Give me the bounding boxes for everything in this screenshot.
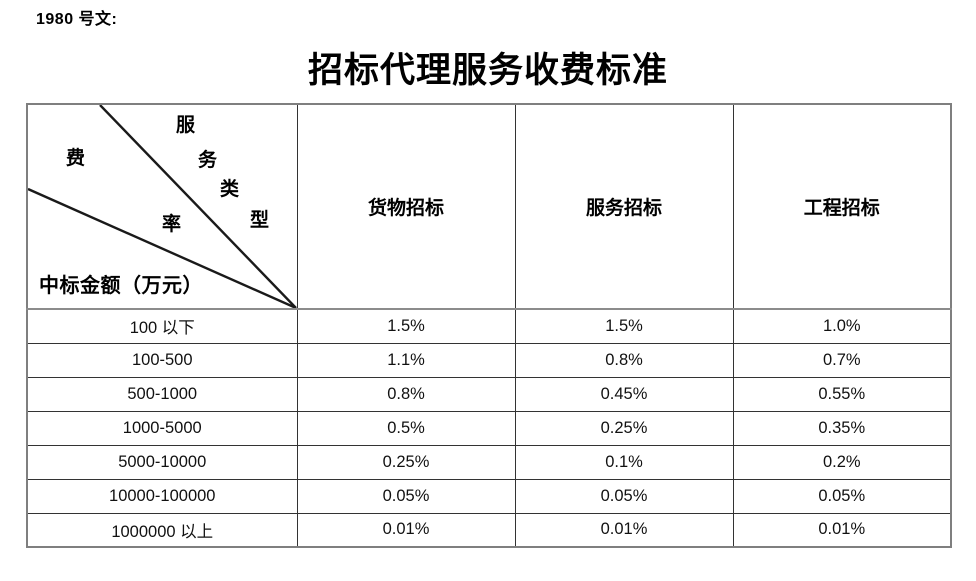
corner-amount-label: 中标金额（万元） bbox=[39, 275, 203, 297]
fee-standard-table: 服 务 类 型 费 率 中标金额（万元） 货物招标 服务招标 工程招标 100 … bbox=[26, 103, 952, 548]
fee-value: 0.25% bbox=[296, 444, 516, 480]
fee-value: 0.01% bbox=[732, 512, 952, 548]
fee-value: 0.35% bbox=[732, 410, 952, 446]
row-label: 100-500 bbox=[26, 342, 298, 378]
fee-value: 0.8% bbox=[296, 376, 516, 412]
fee-value: 0.1% bbox=[514, 444, 734, 480]
row-label: 10000-100000 bbox=[26, 478, 298, 514]
diagonal-corner-cell: 服 务 类 型 费 率 中标金额（万元） bbox=[26, 103, 298, 310]
diagonal-lines bbox=[28, 105, 296, 307]
fee-value: 0.01% bbox=[296, 512, 516, 548]
table-header-row: 服 务 类 型 费 率 中标金额（万元） 货物招标 服务招标 工程招标 bbox=[26, 103, 952, 310]
table-row: 1000-5000 0.5% 0.25% 0.35% bbox=[26, 410, 952, 446]
fee-value: 1.0% bbox=[732, 308, 952, 344]
fee-value: 0.01% bbox=[514, 512, 734, 548]
table-row: 100-500 1.1% 0.8% 0.7% bbox=[26, 342, 952, 378]
table-row: 10000-100000 0.05% 0.05% 0.05% bbox=[26, 478, 952, 514]
fee-value: 0.7% bbox=[732, 342, 952, 378]
doc-number: 1980 号文: bbox=[36, 11, 118, 28]
fee-value: 1.1% bbox=[296, 342, 516, 378]
fee-value: 0.05% bbox=[732, 478, 952, 514]
row-label: 100 以下 bbox=[26, 308, 298, 344]
column-header-services: 服务招标 bbox=[514, 103, 734, 310]
table-row: 1000000 以上 0.01% 0.01% 0.01% bbox=[26, 512, 952, 548]
fee-value: 0.45% bbox=[514, 376, 734, 412]
fee-value: 0.2% bbox=[732, 444, 952, 480]
fee-value: 0.8% bbox=[514, 342, 734, 378]
fee-value: 0.5% bbox=[296, 410, 516, 446]
column-header-goods: 货物招标 bbox=[296, 103, 516, 310]
fee-value: 1.5% bbox=[514, 308, 734, 344]
corner-rate-char: 率 bbox=[162, 214, 182, 235]
corner-type-char: 类 bbox=[220, 179, 240, 200]
column-header-works: 工程招标 bbox=[732, 103, 952, 310]
fee-value: 0.05% bbox=[514, 478, 734, 514]
table-row: 5000-10000 0.25% 0.1% 0.2% bbox=[26, 444, 952, 480]
corner-type-char: 务 bbox=[198, 150, 218, 171]
page-title: 招标代理服务收费标准 bbox=[307, 51, 668, 90]
table-row: 500-1000 0.8% 0.45% 0.55% bbox=[26, 376, 952, 412]
fee-value: 1.5% bbox=[296, 308, 516, 344]
row-label: 1000000 以上 bbox=[26, 512, 298, 548]
row-label: 1000-5000 bbox=[26, 410, 298, 446]
corner-rate-char: 费 bbox=[66, 148, 86, 169]
corner-type-char: 服 bbox=[176, 115, 196, 136]
fee-value: 0.25% bbox=[514, 410, 734, 446]
row-label: 5000-10000 bbox=[26, 444, 298, 480]
corner-type-char: 型 bbox=[250, 210, 270, 231]
table-row: 100 以下 1.5% 1.5% 1.0% bbox=[26, 308, 952, 344]
fee-value: 0.05% bbox=[296, 478, 516, 514]
row-label: 500-1000 bbox=[26, 376, 298, 412]
fee-value: 0.55% bbox=[732, 376, 952, 412]
